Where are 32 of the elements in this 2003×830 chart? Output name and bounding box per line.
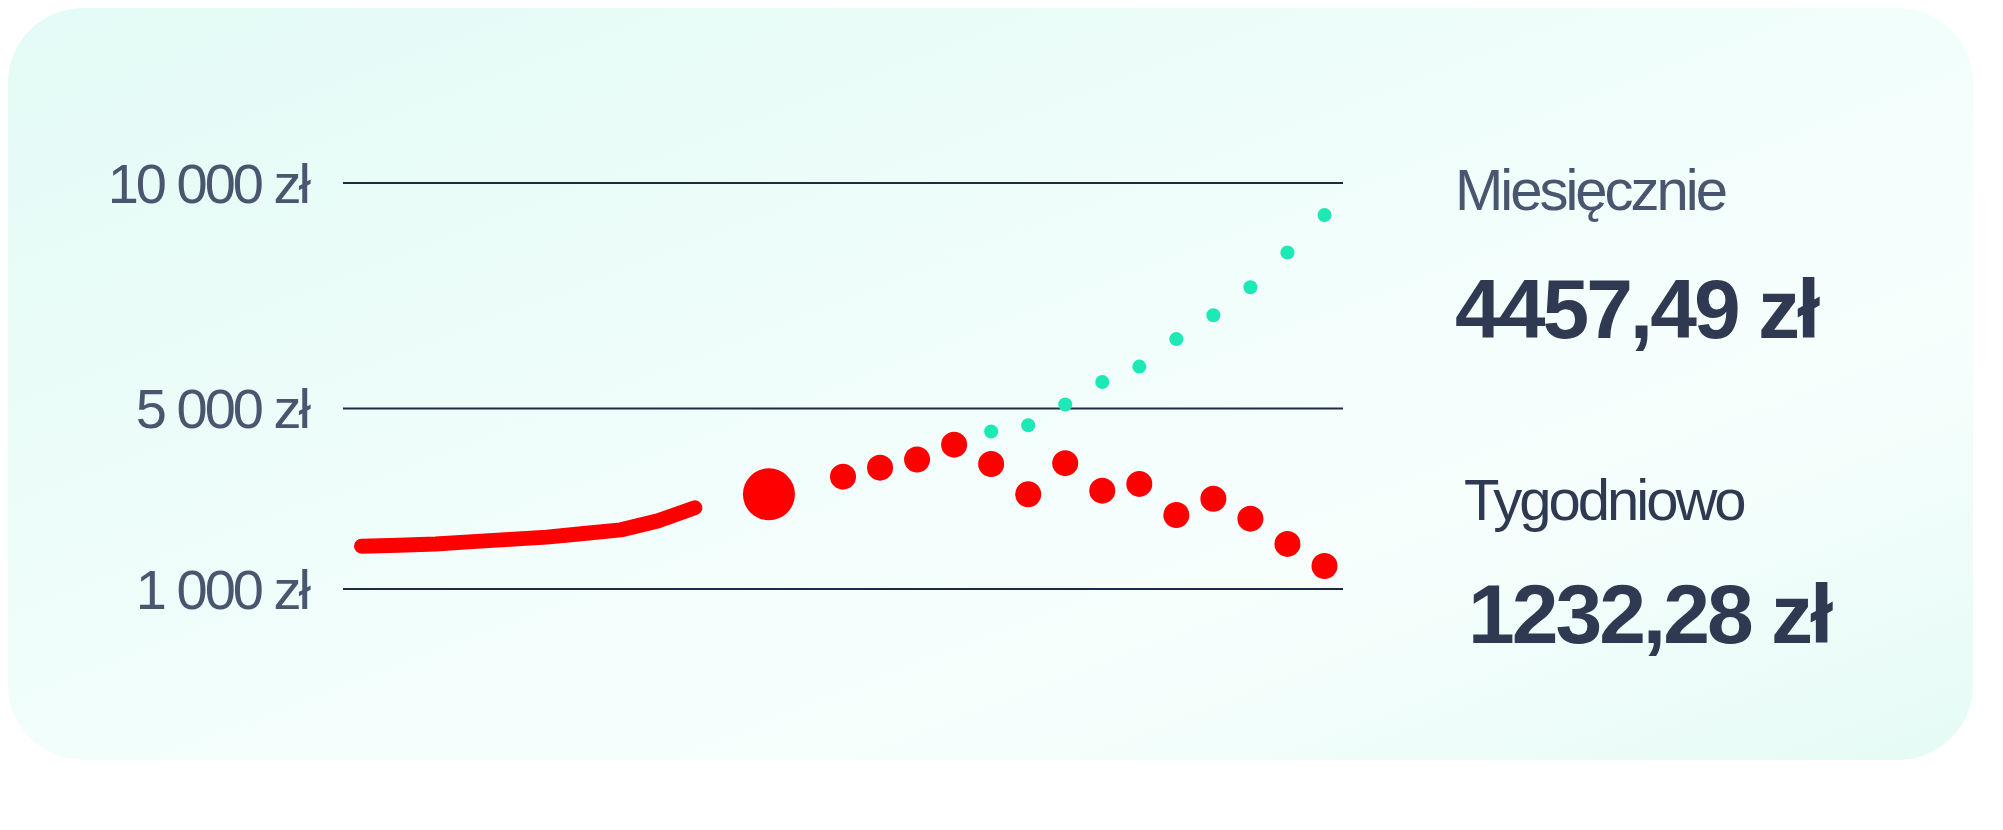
point bbox=[1058, 397, 1073, 412]
point bbox=[830, 463, 856, 490]
text: 4457,49 zł bbox=[1455, 262, 1820, 356]
point bbox=[978, 451, 1005, 478]
point bbox=[1237, 505, 1264, 532]
point bbox=[742, 468, 795, 521]
point bbox=[1095, 374, 1110, 389]
point bbox=[941, 431, 968, 458]
point bbox=[904, 446, 931, 473]
text: Miesięcznie bbox=[1455, 157, 1726, 222]
point bbox=[1089, 477, 1116, 504]
point bbox=[984, 424, 999, 439]
point bbox=[1126, 470, 1153, 497]
point bbox=[1274, 530, 1301, 557]
point bbox=[1243, 280, 1258, 295]
text: Tygodniowo bbox=[1464, 467, 1745, 532]
y-tick-label: 10 000 zł bbox=[107, 151, 312, 215]
point bbox=[1132, 359, 1147, 374]
point bbox=[1200, 485, 1227, 512]
point bbox=[1163, 502, 1190, 529]
point bbox=[1317, 208, 1332, 223]
point bbox=[1206, 308, 1221, 323]
point bbox=[1052, 450, 1079, 477]
y-tick-label: 5 000 zł bbox=[135, 377, 312, 441]
point bbox=[1015, 481, 1042, 508]
y-tick-label: 1 000 zł bbox=[135, 557, 312, 621]
point bbox=[1021, 418, 1036, 433]
point bbox=[1169, 332, 1184, 347]
text: 1232,28 zł bbox=[1468, 567, 1833, 661]
point bbox=[1311, 552, 1338, 579]
point bbox=[867, 454, 894, 481]
point bbox=[1280, 245, 1295, 260]
